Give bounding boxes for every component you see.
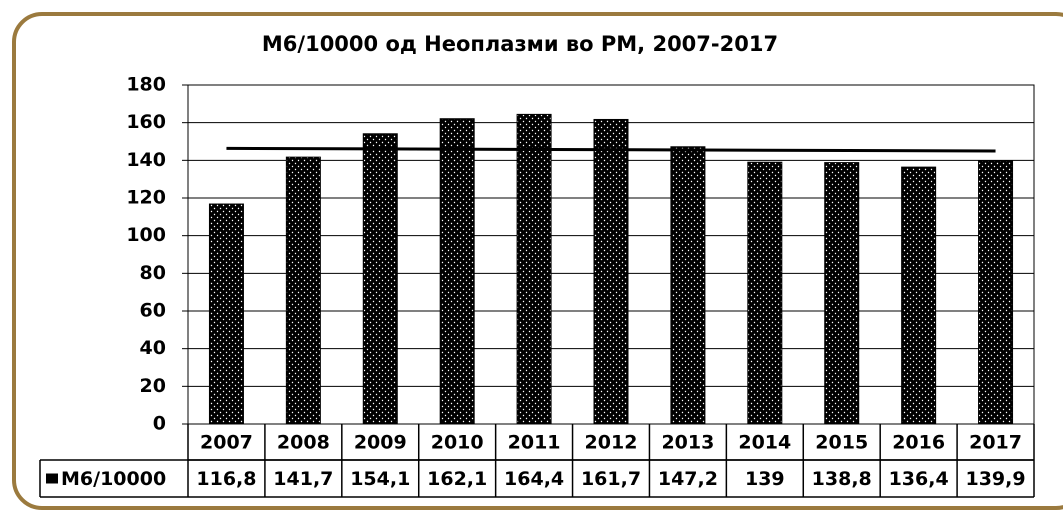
x-tick-label: 2009 xyxy=(354,432,407,454)
y-tick-label: 60 xyxy=(140,300,166,322)
y-tick-label: 180 xyxy=(126,74,166,96)
table-value: 116,8 xyxy=(196,468,256,490)
x-tick-label: 2014 xyxy=(738,432,791,454)
y-tick-label: 120 xyxy=(126,187,166,209)
x-tick-label: 2013 xyxy=(661,432,714,454)
table-value: 161,7 xyxy=(581,468,641,490)
legend-label: М6/10000 xyxy=(61,468,166,490)
bar xyxy=(593,118,629,425)
y-tick-label: 100 xyxy=(126,224,166,246)
y-tick-label: 40 xyxy=(140,337,166,359)
x-tick-label: 2007 xyxy=(200,432,253,454)
table-value: 147,2 xyxy=(658,468,718,490)
x-tick-label: 2015 xyxy=(815,432,868,454)
trendline xyxy=(226,146,996,153)
y-tick-label: 20 xyxy=(140,375,166,397)
bar xyxy=(747,161,783,425)
table-value: 138,8 xyxy=(812,468,872,490)
y-tick-label: 140 xyxy=(126,149,166,171)
table-value: 136,4 xyxy=(889,468,949,490)
x-tick-label: 2016 xyxy=(892,432,945,454)
x-tick-label: 2008 xyxy=(277,432,330,454)
chart-title: М6/10000 од Неоплазми во РМ, 2007-2017 xyxy=(262,32,778,56)
table-value: 141,7 xyxy=(273,468,333,490)
bar xyxy=(439,118,475,425)
bar xyxy=(824,162,860,425)
bar xyxy=(362,133,398,425)
y-tick-label: 80 xyxy=(140,262,166,284)
table-value: 139 xyxy=(745,468,785,490)
bar xyxy=(978,160,1014,425)
x-tick-label: 2017 xyxy=(969,432,1022,454)
bar xyxy=(901,166,937,425)
bar xyxy=(285,156,321,425)
table-value: 154,1 xyxy=(350,468,410,490)
legend-key xyxy=(46,473,58,484)
table-value: 162,1 xyxy=(427,468,487,490)
y-tick-label: 0 xyxy=(153,413,166,435)
x-tick-label: 2010 xyxy=(431,432,484,454)
x-tick-label: 2012 xyxy=(585,432,638,454)
table-value: 139,9 xyxy=(965,468,1025,490)
bar xyxy=(670,146,706,425)
x-tick-label: 2011 xyxy=(508,432,561,454)
table-value: 164,4 xyxy=(504,468,564,490)
y-tick-label: 160 xyxy=(126,111,166,133)
bar xyxy=(516,113,552,425)
bar xyxy=(208,203,244,425)
